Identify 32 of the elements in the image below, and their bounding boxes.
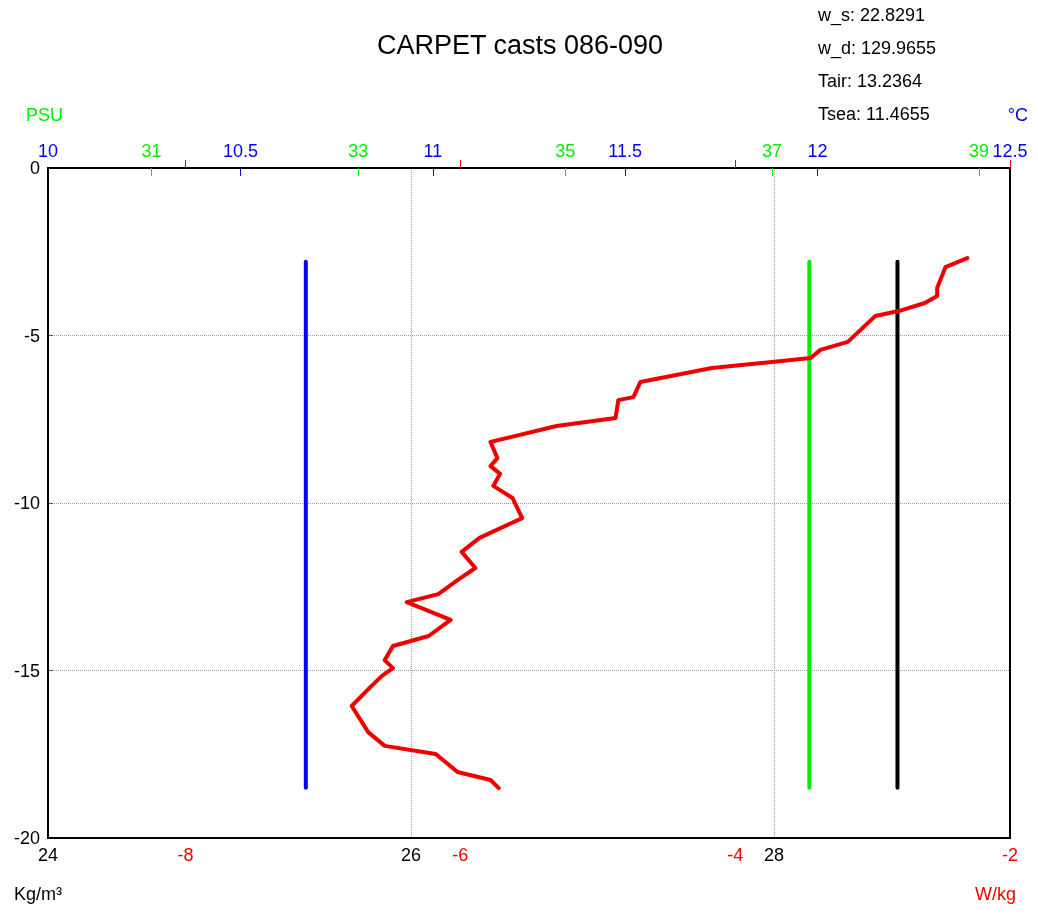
text: Tair: 13.2364: [818, 71, 923, 91]
y-tick-label: -20: [13, 828, 40, 848]
y-tick-label: 0: [29, 158, 40, 178]
x2-tick-label: 11: [423, 141, 443, 161]
y-tick-label: -15: [13, 660, 40, 681]
x2-tick-label: 12.5: [992, 141, 1028, 161]
y-tick-label: -5: [23, 325, 40, 346]
x-axis-title: Kg/m³: [14, 884, 63, 904]
text: w_d: 129.9655: [817, 38, 937, 59]
x-axis-title: W/kg: [975, 884, 1017, 904]
x-tick-label: -2: [1001, 845, 1019, 865]
x-tick-label: 24: [37, 845, 59, 865]
x2-tick-label: 39: [968, 141, 989, 161]
x-tick-label: 26: [401, 845, 422, 865]
x2-tick-label: 10.5: [222, 141, 258, 161]
x-tick-label: -8: [177, 845, 194, 865]
x2-tick-label: 10: [37, 141, 59, 161]
x2-tick-label: 33: [348, 141, 369, 161]
x2-axis-title: °C: [1007, 105, 1029, 125]
x2-tick-label: 35: [555, 141, 576, 161]
x2-tick-label: 37: [762, 141, 783, 161]
chart-title: CARPET casts 086-090: [377, 29, 664, 60]
y-tick-label: -10: [13, 493, 40, 513]
x2-tick-label: 11.5: [608, 141, 643, 161]
x2-tick-label: 12: [807, 141, 828, 161]
x-tick-label: 28: [764, 845, 785, 865]
text: Tsea: 11.4655: [818, 104, 930, 124]
x2-axis-title: PSU: [26, 105, 64, 125]
x-tick-label: -4: [727, 845, 744, 865]
x2-tick-label: 31: [141, 141, 162, 161]
x-tick-label: -6: [452, 845, 469, 865]
text: w_s: 22.8291: [817, 5, 926, 26]
